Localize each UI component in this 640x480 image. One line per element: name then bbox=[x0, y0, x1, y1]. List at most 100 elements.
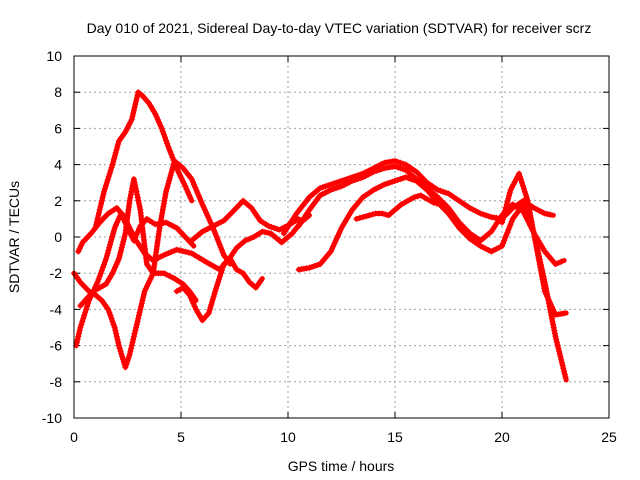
data-point-marker bbox=[98, 200, 105, 207]
data-point-marker bbox=[163, 137, 169, 144]
data-point-marker bbox=[123, 361, 130, 368]
data-point-marker bbox=[165, 180, 172, 187]
data-series-arc-d bbox=[92, 89, 195, 231]
data-point-marker bbox=[96, 206, 103, 213]
data-point-marker bbox=[190, 300, 197, 307]
data-point-marker bbox=[410, 177, 417, 183]
data-point-marker bbox=[160, 203, 167, 210]
data-point-marker bbox=[158, 212, 165, 219]
data-point-marker bbox=[523, 194, 530, 201]
data-point-marker bbox=[469, 206, 476, 213]
data-point-marker bbox=[142, 285, 149, 292]
data-point-marker bbox=[93, 218, 100, 225]
data-point-marker bbox=[97, 203, 104, 210]
data-point-marker bbox=[474, 209, 481, 216]
data-point-marker bbox=[536, 207, 543, 214]
data-point-marker bbox=[247, 235, 254, 242]
data-point-marker bbox=[325, 188, 332, 195]
data-point-marker bbox=[405, 175, 412, 182]
data-point-marker bbox=[382, 211, 389, 218]
data-point-marker bbox=[331, 240, 338, 247]
data-point-marker bbox=[121, 233, 128, 240]
data-point-marker bbox=[215, 238, 222, 245]
data-point-marker bbox=[166, 146, 173, 153]
data-point-marker bbox=[160, 131, 167, 138]
data-point-marker bbox=[378, 182, 385, 189]
data-point-marker bbox=[134, 228, 141, 235]
data-point-marker bbox=[122, 364, 129, 371]
data-point-marker bbox=[146, 278, 153, 284]
data-point-marker bbox=[129, 113, 136, 120]
y-axis-label: SDTVAR / TECUs bbox=[6, 181, 22, 293]
data-point-marker bbox=[135, 312, 142, 319]
data-point-marker bbox=[118, 244, 125, 251]
data-point-marker bbox=[162, 134, 168, 141]
data-point-marker bbox=[132, 182, 139, 189]
data-point-marker bbox=[82, 309, 89, 316]
data-point-marker bbox=[493, 245, 500, 252]
data-point-marker bbox=[131, 330, 138, 337]
y-tick-label: 4 bbox=[54, 157, 62, 173]
data-point-marker bbox=[553, 336, 560, 343]
data-point-marker bbox=[341, 177, 348, 183]
data-point-marker bbox=[130, 107, 137, 114]
data-point-marker bbox=[158, 253, 165, 260]
data-point-marker bbox=[204, 211, 211, 218]
data-point-marker bbox=[268, 224, 275, 230]
data-point-marker bbox=[442, 189, 449, 196]
data-point-marker bbox=[105, 173, 112, 180]
data-point-marker bbox=[120, 236, 127, 242]
data-point-marker bbox=[111, 155, 118, 162]
data-point-marker bbox=[118, 210, 125, 217]
data-point-marker bbox=[181, 180, 188, 187]
data-point-marker bbox=[73, 339, 80, 346]
data-point-marker bbox=[129, 339, 136, 346]
data-point-marker bbox=[506, 192, 512, 199]
data-point-marker bbox=[76, 245, 83, 252]
data-point-marker bbox=[322, 189, 329, 196]
data-point-marker bbox=[191, 181, 198, 188]
data-point-marker bbox=[103, 179, 110, 186]
data-point-marker bbox=[216, 241, 223, 248]
data-point-marker bbox=[217, 244, 224, 250]
data-point-marker bbox=[112, 264, 119, 271]
data-point-marker bbox=[483, 245, 489, 252]
data-point-marker bbox=[127, 194, 134, 201]
data-point-marker bbox=[317, 192, 324, 199]
data-point-marker bbox=[551, 330, 558, 337]
data-point-marker bbox=[265, 229, 271, 236]
data-point-marker bbox=[560, 310, 567, 317]
data-point-marker bbox=[176, 247, 183, 254]
y-tick-label: 8 bbox=[54, 84, 62, 100]
data-point-marker bbox=[541, 285, 548, 292]
data-point-marker bbox=[182, 183, 189, 190]
data-point-marker bbox=[120, 356, 126, 363]
data-point-marker bbox=[519, 179, 525, 186]
data-point-marker bbox=[560, 365, 567, 372]
data-point-marker bbox=[186, 192, 193, 198]
data-point-marker bbox=[94, 279, 101, 286]
data-point-marker bbox=[125, 354, 132, 361]
data-point-marker bbox=[84, 303, 91, 310]
data-point-marker bbox=[174, 167, 181, 174]
data-point-marker bbox=[193, 187, 200, 194]
data-point-marker bbox=[370, 165, 377, 172]
data-point-marker bbox=[400, 160, 406, 167]
data-point-marker bbox=[204, 225, 211, 232]
data-point-marker bbox=[139, 297, 146, 304]
data-point-marker bbox=[507, 221, 514, 228]
data-point-marker bbox=[168, 274, 175, 281]
data-point-marker bbox=[112, 149, 119, 156]
data-point-marker bbox=[152, 110, 159, 117]
data-point-marker bbox=[126, 351, 133, 358]
data-point-marker bbox=[309, 263, 316, 270]
data-point-marker bbox=[262, 229, 269, 236]
data-point-marker bbox=[522, 191, 529, 198]
data-point-marker bbox=[397, 159, 404, 166]
data-point-marker bbox=[500, 240, 507, 247]
data-point-marker bbox=[427, 197, 434, 204]
data-point-marker bbox=[424, 196, 431, 202]
data-point-marker bbox=[187, 194, 194, 201]
data-point-marker bbox=[147, 275, 154, 282]
data-point-marker bbox=[538, 273, 545, 280]
